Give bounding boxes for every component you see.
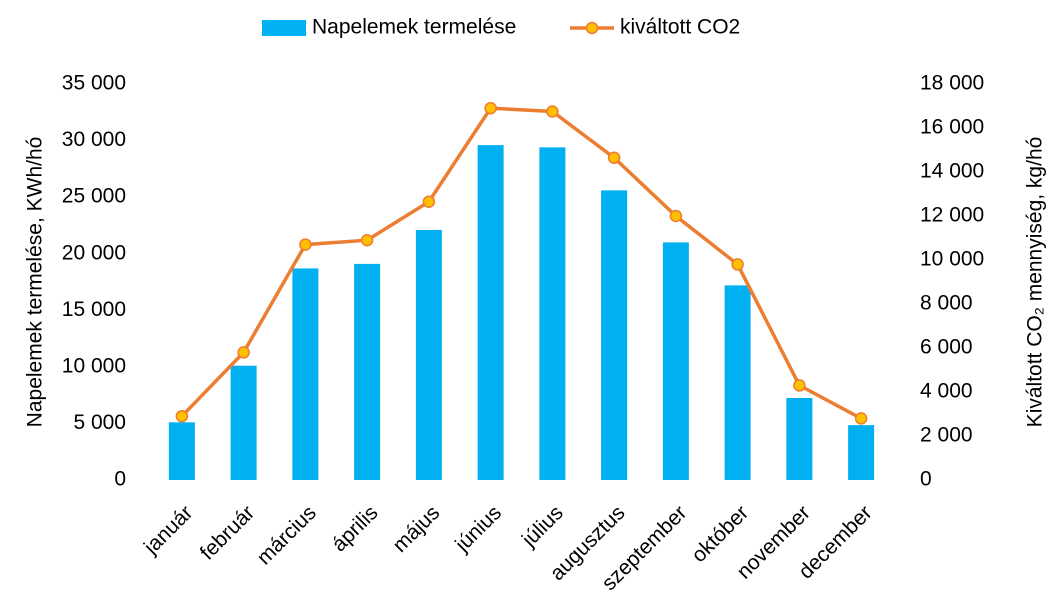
x-tick-label: február — [196, 501, 259, 564]
bar — [477, 145, 504, 480]
y2-tick-label: 10 000 — [920, 248, 984, 271]
line-marker — [607, 151, 621, 164]
bar — [786, 397, 813, 480]
bar — [662, 242, 689, 480]
bar — [724, 285, 751, 480]
bar — [168, 422, 195, 480]
y-tick-label: 20 000 — [62, 241, 126, 264]
y-tick-label: 15 000 — [62, 298, 126, 321]
x-tick-label: május — [388, 501, 444, 557]
legend-marker — [585, 21, 599, 35]
y2-axis-label: Kiváltott CO₂ mennyiség, kg/hó — [1024, 137, 1047, 428]
line — [180, 106, 862, 420]
bar — [601, 190, 628, 480]
legend-label: kiváltott CO2 — [620, 16, 740, 39]
y-axis-label: Napelemek termelése, KWh/hó — [24, 137, 47, 428]
y2-tick-label: 18 000 — [920, 72, 984, 95]
x-tick-label: július — [517, 501, 568, 552]
line-marker — [175, 409, 189, 423]
bar — [539, 147, 566, 481]
y-tick-label: 35 000 — [62, 72, 126, 95]
bar — [230, 365, 257, 480]
x-tick-label: január — [139, 501, 197, 559]
x-tick-label: április — [328, 501, 383, 556]
y2-tick-label: 14 000 — [920, 160, 984, 183]
bar — [848, 425, 875, 480]
bar — [415, 229, 442, 480]
line-marker — [237, 346, 250, 359]
line-marker — [299, 238, 312, 251]
line-marker — [484, 101, 497, 115]
y2-tick-label: 4 000 — [920, 380, 973, 403]
bar — [354, 263, 381, 480]
y-tick-label: 30 000 — [62, 128, 126, 151]
y2-tick-label: 2 000 — [920, 424, 973, 447]
line-marker — [793, 379, 806, 392]
y-tick-label: 25 000 — [62, 185, 126, 208]
line-marker — [731, 258, 744, 271]
legend-swatch — [262, 20, 306, 36]
bar — [292, 268, 319, 480]
line-marker — [546, 105, 559, 118]
legend-label: Napelemek termelése — [312, 16, 516, 39]
line-marker — [360, 233, 374, 247]
y-tick-label: 5 000 — [73, 411, 126, 434]
y-tick-label: 10 000 — [62, 354, 126, 377]
x-tick-label: június — [450, 501, 506, 557]
line-marker — [854, 412, 868, 425]
y2-tick-label: 0 — [920, 468, 932, 491]
x-tick-label: március — [253, 501, 321, 569]
y2-tick-label: 16 000 — [920, 116, 984, 139]
y2-tick-label: 8 000 — [920, 292, 973, 315]
line-marker — [422, 195, 436, 208]
y2-tick-label: 12 000 — [920, 204, 984, 227]
y-tick-label: 0 — [114, 468, 126, 491]
line-marker — [669, 209, 683, 223]
y2-tick-label: 6 000 — [920, 336, 973, 359]
